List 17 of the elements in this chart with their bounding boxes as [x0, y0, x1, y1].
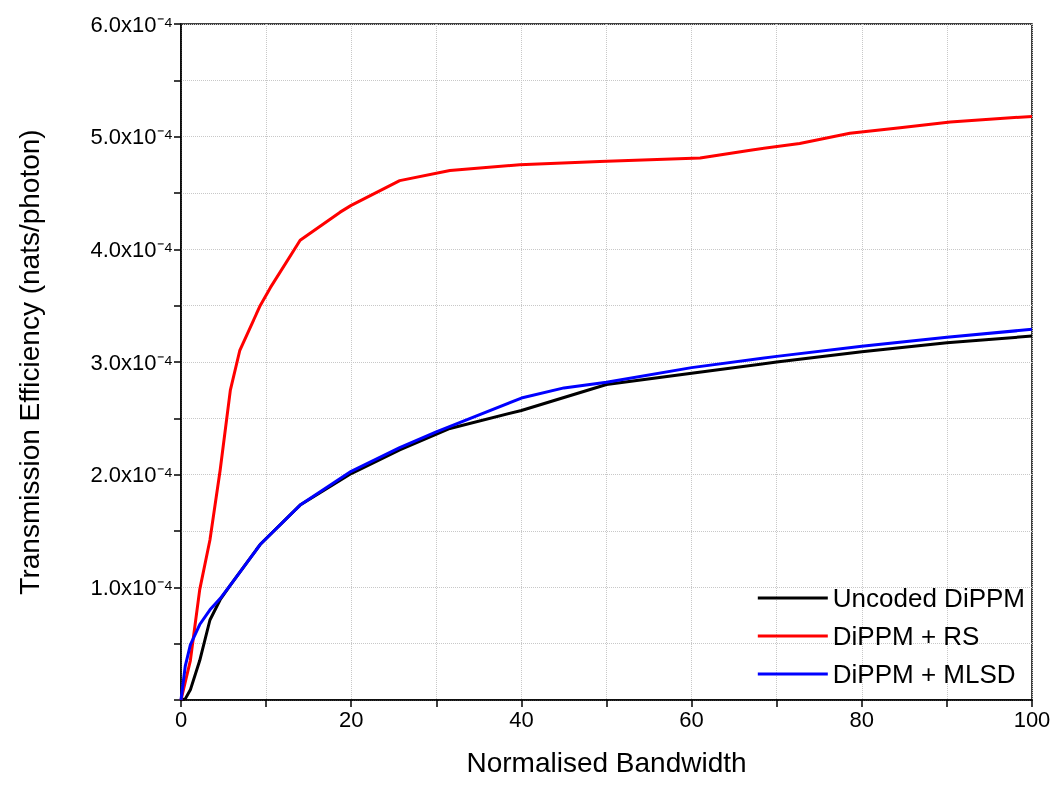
x-tick-label: 20: [338, 706, 364, 732]
x-tick-label: 40: [509, 706, 534, 732]
y-tick-label: 2.0x10⁻⁴: [90, 462, 173, 488]
legend-label: DiPPM + MLSD: [832, 659, 1016, 689]
x-tick-label: 100: [1013, 706, 1051, 732]
y-tick-label: 5.0x10⁻⁴: [90, 124, 173, 150]
y-tick-label: 1.0x10⁻⁴: [90, 574, 173, 600]
x-axis-title: Normalised Bandwidth: [466, 746, 747, 778]
y-tick-label: 3.0x10⁻⁴: [90, 349, 173, 375]
x-tick-label: 60: [679, 706, 704, 732]
legend-label: Uncoded DiPPM: [832, 583, 1026, 613]
x-tick-label: 80: [849, 706, 875, 732]
y-tick-label: 6.0x10⁻⁴: [90, 11, 173, 37]
y-tick-label: 4.0x10⁻⁴: [90, 236, 173, 262]
x-tick-label: 0: [174, 706, 188, 732]
y-axis-title: Transmission Efficiency (nats/photon): [13, 129, 45, 595]
legend-label: DiPPM + RS: [832, 621, 980, 651]
